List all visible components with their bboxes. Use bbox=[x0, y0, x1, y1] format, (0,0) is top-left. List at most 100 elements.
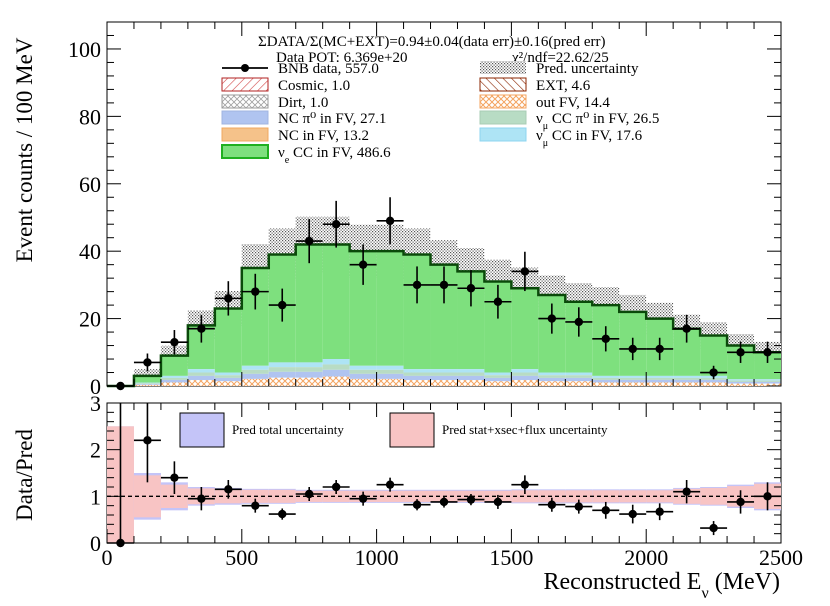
data-point-marker bbox=[682, 324, 691, 333]
ratio-point-marker bbox=[224, 485, 233, 494]
data-point-marker bbox=[736, 348, 745, 357]
legend-label: BNB data, 557.0 bbox=[278, 61, 379, 77]
x-tick-label: 2500 bbox=[759, 545, 803, 570]
legend-swatch-stat-unc bbox=[389, 412, 435, 448]
outfv-bin bbox=[133, 384, 161, 386]
ncpi0-bin bbox=[241, 373, 269, 379]
ratio-point-marker bbox=[439, 497, 449, 507]
numuccpi0-bin bbox=[160, 377, 188, 380]
y-tick-label: 3 bbox=[90, 391, 101, 416]
outfv-bin bbox=[457, 380, 485, 386]
nuecc-bin bbox=[214, 308, 242, 373]
outfv-bin bbox=[484, 381, 512, 386]
ratio-point-marker bbox=[493, 497, 503, 507]
ncpi0-bin bbox=[376, 373, 404, 379]
numucc-bin bbox=[565, 372, 593, 376]
x-tick-label: 1500 bbox=[489, 545, 533, 570]
data-point bbox=[592, 326, 620, 352]
nuecc-bin bbox=[160, 355, 188, 376]
outfv-bin bbox=[592, 382, 620, 386]
stat-unc-band-bin bbox=[511, 490, 539, 503]
ratio-legend: Pred total uncertainty Pred stat+xsec+fl… bbox=[179, 412, 608, 448]
ratio-point bbox=[241, 498, 269, 513]
legend-rest: CC in FV, 486.6 bbox=[289, 145, 391, 161]
numuccpi0-bin bbox=[403, 372, 431, 376]
ratio-point bbox=[646, 503, 674, 521]
ratio-point bbox=[727, 490, 755, 514]
x-tick-label: 2000 bbox=[624, 545, 668, 570]
y-axis-title-top: Event counts / 100 MeV bbox=[12, 37, 37, 262]
x-axis-subscript: ν bbox=[701, 585, 708, 602]
legend-label: νμ CC in FV, 17.6 bbox=[536, 128, 643, 149]
top-axes: 0 20 40 60 80 100 bbox=[68, 22, 782, 399]
outfv-bin bbox=[160, 382, 188, 386]
legend-swatch bbox=[479, 127, 527, 142]
numucc-bin bbox=[349, 365, 377, 370]
outfv-bin bbox=[673, 382, 701, 386]
ratio-point-marker bbox=[574, 502, 583, 511]
legend-label: EXT, 4.6 bbox=[536, 78, 591, 94]
y-tick-label: 40 bbox=[79, 239, 101, 264]
data-point bbox=[214, 281, 242, 316]
data-point-marker bbox=[170, 337, 179, 347]
legend-label-total-unc: Pred total uncertainty bbox=[232, 422, 344, 437]
data-point-marker bbox=[547, 314, 557, 323]
numucc-bin bbox=[592, 375, 620, 378]
numuccpi0-bin bbox=[619, 377, 647, 380]
numucc-bin bbox=[673, 375, 701, 378]
legend-nu: ν bbox=[536, 111, 543, 127]
numuccpi0-bin bbox=[241, 369, 269, 374]
ncpi0-bin bbox=[484, 377, 512, 382]
numucc-bin bbox=[295, 362, 323, 368]
numuccpi0-bin bbox=[673, 377, 701, 380]
numuccpi0-bin bbox=[268, 367, 296, 372]
legend-item-dirt: Dirt, 1.0 bbox=[221, 94, 328, 111]
ncpi0-bin bbox=[511, 375, 539, 381]
nuecc-bin bbox=[511, 288, 539, 370]
legend-swatch bbox=[221, 94, 269, 109]
x-tick-label: 1000 bbox=[355, 545, 399, 570]
ncpi0-bin bbox=[268, 371, 296, 378]
numuccpi0-bin bbox=[646, 377, 674, 380]
numucc-bin bbox=[754, 379, 781, 381]
prediction-outline bbox=[107, 243, 781, 388]
numuccpi0-bin bbox=[727, 380, 755, 382]
data-point bbox=[268, 288, 296, 322]
data-point bbox=[403, 266, 431, 304]
data-point-marker bbox=[251, 287, 260, 296]
legend-swatch bbox=[221, 110, 269, 125]
data-points bbox=[107, 197, 781, 391]
data-point bbox=[133, 353, 161, 372]
numuccpi0-bin bbox=[349, 369, 377, 374]
ncpi0-bin bbox=[754, 381, 781, 384]
legend-swatch-total-unc bbox=[179, 412, 225, 448]
numuccpi0-bin bbox=[754, 380, 781, 382]
outfv-bin bbox=[700, 382, 728, 386]
data-point bbox=[187, 314, 215, 343]
ratio-point-marker bbox=[628, 509, 637, 519]
numuccpi0-bin bbox=[187, 372, 215, 376]
data-point-marker bbox=[197, 324, 206, 333]
numucc-bin bbox=[214, 372, 242, 376]
legend-nu: ν bbox=[278, 145, 285, 161]
data-point bbox=[700, 365, 728, 380]
legend-nu-flavour: μ bbox=[543, 138, 548, 149]
numucc-bin bbox=[403, 369, 431, 373]
ratio-point bbox=[619, 504, 647, 524]
y-tick-label: 2 bbox=[90, 438, 101, 463]
ratio-point-marker bbox=[170, 473, 179, 482]
ncpi0-bin bbox=[538, 377, 566, 382]
data-point-marker bbox=[655, 344, 664, 354]
y-tick-label: 0 bbox=[90, 374, 101, 399]
numucc-bin bbox=[457, 369, 485, 373]
numucc-bin bbox=[376, 365, 404, 370]
ncpi0-bin bbox=[619, 379, 647, 383]
y-tick-label: 20 bbox=[79, 307, 101, 332]
data-point-marker bbox=[331, 220, 341, 229]
legend-label: νe CC in FV, 486.6 bbox=[278, 145, 391, 166]
legend-label: NC π⁰ in FV, 27.1 bbox=[278, 111, 386, 127]
y-tick-label: 1 bbox=[90, 484, 101, 509]
data-point-marker bbox=[143, 358, 152, 367]
ratio-point-marker bbox=[331, 482, 341, 492]
legend-item-nuecc: νe CC in FV, 486.6 bbox=[221, 144, 391, 166]
